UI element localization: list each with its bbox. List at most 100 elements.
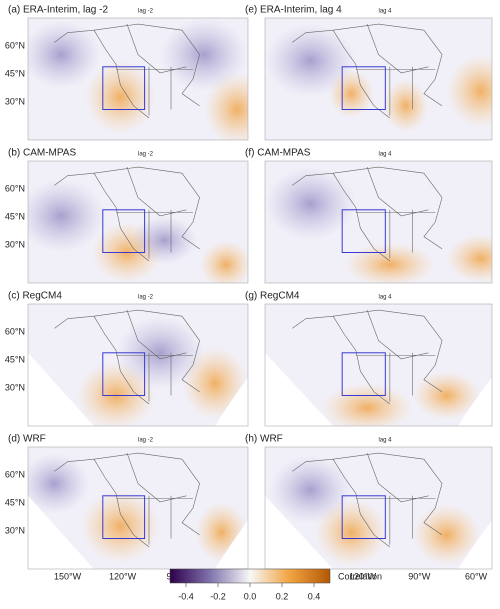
domain-mask: [28, 495, 94, 569]
lag-label: lag -2: [138, 152, 154, 158]
anomaly: [204, 72, 248, 140]
lon-label: 150°W: [54, 571, 82, 581]
coastline: [366, 452, 429, 503]
colorbar-tick-label: 0.0: [244, 591, 257, 601]
anomaly: [80, 489, 160, 563]
colorbar: [169, 568, 331, 584]
anomaly: [383, 79, 429, 133]
lon-label: 120°W: [349, 571, 377, 581]
coastline: [54, 315, 150, 405]
lon-label: 60°W: [465, 571, 488, 581]
lat-label: 45°N: [5, 211, 25, 221]
domain-mask: [265, 495, 334, 569]
anomaly: [28, 453, 90, 515]
anomaly: [314, 498, 388, 567]
coastline: [126, 452, 187, 503]
map-field: [28, 18, 248, 140]
panel-title: (f) CAM-MPAS: [245, 148, 311, 159]
panel-title: (e) ERA-Interim, lag 4: [245, 5, 342, 16]
coastline: [292, 458, 391, 548]
colorbar-tick-label: -0.4: [178, 591, 194, 601]
map-frame: [264, 17, 493, 141]
map-field: [28, 161, 248, 283]
anomaly: [328, 69, 374, 119]
lat-label: 30°N: [5, 239, 25, 249]
colorbar-tick-label: 0.4: [308, 591, 321, 601]
map-panel: (g) RegCM4 lag 4: [245, 291, 493, 427]
region-box: [102, 352, 146, 396]
anomaly: [131, 215, 198, 265]
lat-label: 60°N: [5, 183, 25, 193]
anomaly: [446, 234, 492, 283]
lag-label: lag 4: [379, 9, 393, 15]
region-box: [341, 495, 386, 539]
lon-label: 120°W: [109, 571, 137, 581]
map-frame: [27, 17, 249, 141]
anomaly: [28, 179, 105, 253]
domain-mask: [215, 377, 248, 426]
lag-label: lag -2: [138, 438, 154, 444]
map-frame: [264, 446, 493, 570]
lat-label: 60°N: [5, 40, 25, 50]
map-field: [265, 18, 492, 140]
lat-label: 60°N: [5, 469, 25, 479]
coastline: [333, 23, 443, 107]
coastline: [333, 309, 443, 393]
region-box: [341, 352, 386, 396]
panel-title: (c) RegCM4: [8, 291, 62, 302]
coastline: [54, 172, 150, 262]
domain-mask: [28, 352, 94, 426]
map-frame: [27, 446, 249, 570]
panel-title: (g) RegCM4: [245, 291, 300, 302]
coastline: [292, 315, 391, 405]
lag-label: lag 4: [379, 438, 393, 444]
coastline: [366, 309, 429, 360]
coastline: [93, 309, 200, 393]
coastline: [93, 452, 200, 536]
coastline: [126, 23, 187, 74]
map-field: [265, 304, 492, 426]
colorbar-tick-label: -0.2: [210, 591, 226, 601]
map-frame: [264, 160, 493, 284]
map-panel: (a) ERA-Interim, lag -2 lag -2 60°N 45°N 30°…: [5, 5, 249, 141]
coastline: [93, 23, 200, 107]
coastline: [292, 29, 391, 119]
anomaly: [199, 240, 248, 283]
lat-label: 30°N: [5, 525, 25, 535]
panel-title: (a) ERA-Interim, lag -2: [8, 5, 108, 16]
coastline: [292, 172, 391, 262]
map-field: [28, 304, 248, 426]
coastline: [333, 166, 443, 250]
panels: (a) ERA-Interim, lag -2 lag -2 60°N 45°N 30°…: [5, 5, 493, 581]
anomaly: [265, 24, 356, 98]
lat-label: 30°N: [5, 96, 25, 106]
domain-mask: [215, 520, 248, 569]
map-field: [265, 161, 492, 283]
anomaly: [28, 20, 101, 89]
map-field: [265, 447, 492, 569]
colorbar-label: Correlation: [338, 571, 382, 581]
map-frame: [27, 303, 249, 427]
lag-label: lag -2: [138, 9, 154, 15]
region-box: [102, 209, 146, 254]
map-panel: (c) RegCM4 lag -2 60°N 45°N 30°N: [5, 291, 249, 427]
anomaly: [160, 18, 248, 92]
coastline: [54, 29, 150, 119]
lat-label: 45°N: [5, 497, 25, 507]
map-panel: (b) CAM-MPAS lag -2 60°N 45°N 30°N: [5, 148, 249, 284]
coastline: [366, 166, 429, 217]
domain-mask: [457, 377, 492, 426]
region-box: [341, 209, 386, 254]
lat-label: 60°N: [5, 326, 25, 336]
region-box: [102, 66, 146, 111]
anomaly: [116, 316, 204, 390]
coastline: [126, 309, 187, 360]
region-box: [102, 495, 146, 539]
anomaly: [265, 167, 356, 241]
panel-title: (h) WRF: [245, 434, 283, 445]
lat-label: 30°N: [5, 382, 25, 392]
panel-title: (d) WRF: [8, 434, 46, 445]
